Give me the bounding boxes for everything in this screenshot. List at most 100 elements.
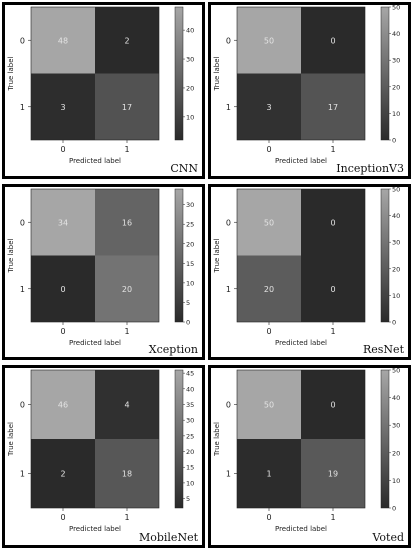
cell-value-1-1: 19	[328, 470, 338, 479]
y-axis-label: True label	[213, 238, 221, 273]
matrix-cell-1-0	[31, 73, 95, 140]
matrix-cell-1-1	[95, 73, 159, 140]
colorbar-tick-label: 45	[186, 370, 194, 378]
colorbar-tick-label: 25	[186, 432, 194, 440]
y-tick-label: 0	[226, 36, 231, 45]
matrix-cell-0-0	[31, 7, 95, 74]
colorbar-tick-label: 20	[392, 265, 400, 273]
y-axis-label: True label	[7, 56, 15, 91]
cell-value-0-0: 50	[264, 218, 274, 227]
colorbar-tick-label: 0	[392, 505, 396, 513]
colorbar-tick-label: 15	[186, 260, 194, 268]
cell-value-1-0: 1	[266, 470, 271, 479]
colorbar	[380, 188, 390, 323]
panel-voted: 50 0 1 19 0 1 0 1 True label Predicted label 0 10 20…	[208, 365, 411, 548]
cell-value-0-1: 16	[122, 218, 132, 227]
y-tick-label: 0	[226, 218, 231, 227]
cell-value-1-0: 2	[60, 470, 65, 479]
matrix-cell-0-1	[95, 7, 159, 74]
panel-inceptionv3: 50 0 3 17 0 1 0 1 True label Predicted label 0 10 20…	[208, 2, 411, 179]
colorbar-tick-label: 30	[392, 239, 400, 247]
cell-value-1-1: 18	[122, 470, 132, 479]
colorbar-tick-label: 30	[392, 57, 400, 65]
plot-frame	[236, 188, 366, 323]
colorbar-tick-label: 50	[392, 368, 400, 375]
model-name-label: ResNet	[363, 343, 405, 356]
model-name-label: MobileNet	[139, 531, 199, 544]
matrix-cell-0-1	[301, 7, 365, 74]
y-tick-label: 1	[226, 103, 231, 112]
x-axis-label: Predicted label	[275, 157, 327, 165]
plot-frame	[30, 369, 160, 509]
colorbar-tick-label: 20	[392, 83, 400, 91]
colorbar	[380, 369, 390, 509]
plot-frame	[30, 188, 160, 323]
matrix-cell-1-1	[301, 255, 365, 322]
cell-value-1-1: 17	[122, 103, 132, 112]
plot-frame	[30, 6, 160, 141]
matrix-cell-1-0	[237, 73, 301, 140]
colorbar-tick-label: 40	[186, 27, 194, 35]
x-axis-label: Predicted label	[275, 339, 327, 347]
colorbar-tick-label: 0	[392, 319, 396, 327]
x-tick-label: 0	[60, 327, 65, 336]
x-tick-label: 1	[124, 327, 129, 336]
x-tick-label: 1	[330, 513, 335, 522]
colorbar-tick-label: 10	[392, 110, 400, 118]
matrix-cell-0-0	[237, 189, 301, 256]
y-axis-label: True label	[213, 422, 221, 457]
colorbar	[174, 369, 184, 509]
y-tick-label: 0	[20, 401, 25, 410]
colorbar-tick-label: 30	[186, 417, 194, 425]
model-name-label: CNN	[170, 162, 198, 175]
panel-resnet: 50 0 20 0 0 1 0 1 True label Predicted label 0 10 20…	[208, 184, 411, 360]
matrix-cell-0-1	[95, 189, 159, 256]
matrix-cell-0-1	[301, 370, 365, 439]
colorbar	[174, 6, 184, 141]
colorbar-tick-label: 10	[392, 292, 400, 300]
colorbar-tick-label: 25	[186, 221, 194, 229]
cell-value-1-1: 17	[328, 103, 338, 112]
colorbar-tick-label: 40	[392, 394, 400, 402]
y-tick-label: 1	[226, 285, 231, 294]
colorbar-tick-label: 30	[392, 422, 400, 430]
y-tick-label: 0	[20, 218, 25, 227]
panel-cnn: 48 2 3 17 0 1 0 1 True label Predicted label 10 20 3…	[2, 2, 205, 179]
colorbar-tick-label: 10	[186, 279, 194, 287]
matrix-cell-0-1	[301, 189, 365, 256]
colorbar-tick-label: 30	[186, 56, 194, 64]
colorbar-tick-label: 20	[186, 84, 194, 92]
y-tick-label: 1	[20, 103, 25, 112]
cell-value-0-1: 0	[330, 36, 335, 45]
y-tick-label: 0	[226, 401, 231, 410]
colorbar	[174, 188, 184, 323]
colorbar-tick-label: 50	[392, 187, 400, 194]
matrix-cell-0-0	[31, 370, 95, 439]
colorbar-tick-label: 5	[186, 495, 190, 503]
matrix-cell-0-0	[237, 7, 301, 74]
colorbar	[380, 6, 390, 141]
x-tick-label: 1	[330, 145, 335, 154]
cell-value-0-1: 0	[330, 218, 335, 227]
x-axis-label: Predicted label	[69, 339, 121, 347]
matrix-cell-1-1	[95, 439, 159, 508]
cell-value-0-0: 50	[264, 36, 274, 45]
panel-mobilenet: 46 4 2 18 0 1 0 1 True label Predicted label 5 10 15…	[2, 365, 205, 548]
x-axis-label: Predicted label	[275, 525, 327, 533]
cell-value-1-0: 20	[264, 285, 274, 294]
model-name-label: Voted	[371, 531, 404, 544]
cell-value-1-0: 3	[60, 103, 65, 112]
colorbar-tick-label: 20	[186, 448, 194, 456]
colorbar-tick-label: 35	[186, 401, 194, 409]
x-tick-label: 0	[60, 145, 65, 154]
cell-value-1-1: 0	[330, 285, 335, 294]
matrix-cell-1-0	[31, 255, 95, 322]
y-tick-label: 1	[20, 285, 25, 294]
matrix-cell-1-0	[237, 439, 301, 508]
y-axis-label: True label	[7, 238, 15, 273]
